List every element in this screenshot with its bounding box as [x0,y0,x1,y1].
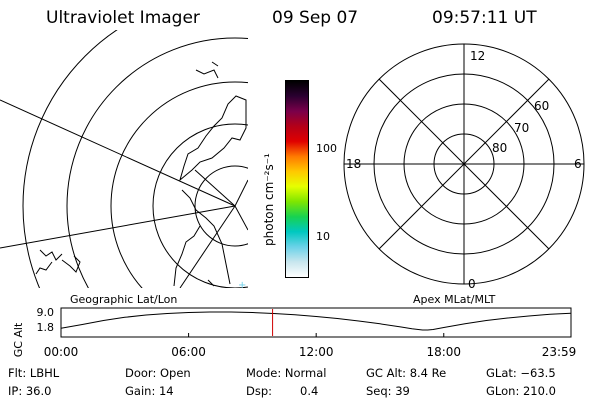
latitude-circle [22,30,118,288]
x-tick-label: 00:00 [44,345,79,359]
left-panel-caption: Geographic Lat/Lon [70,293,178,306]
mlt-label-6: 6 [574,157,582,171]
longitude-line [234,179,248,207]
longitude-line [0,99,236,207]
instrument-title: Ultraviolet Imager [46,8,200,28]
geographic-map: + [0,30,248,291]
mlt-label-18: 18 [346,157,361,171]
colorbar-unit-label: photon cm⁻²s⁻¹ [262,153,276,246]
x-tick-label: 06:00 [171,345,206,359]
colorbar-tick-100: 100 [316,142,337,155]
coastline-antarctica [173,61,247,287]
dsp-value: 0.4 [300,384,319,398]
orbit-altitude-line [60,311,572,331]
longitude-line [234,205,248,231]
coastline-new-zealand [35,249,81,275]
time-label: 09:57:11 UT [432,8,537,28]
latitude-circle [194,165,248,247]
mlt-label-0: 0 [468,277,476,290]
dsp-label: Dsp: [246,384,273,398]
y-axis-label: GC Alt [12,322,25,357]
longitude-line [194,169,236,207]
filter-info: Flt: LBHL [8,366,60,380]
colorbar [285,80,309,278]
longitude-line [179,205,236,288]
gain-info: Gain: 14 [125,384,174,398]
chart-frame [60,307,572,338]
mlt-meridian [378,78,550,250]
x-tick-label: 23:59 [542,345,577,359]
mlat-label-60: 60 [534,99,549,113]
orbit-altitude-chart: GC Alt 9.0 1.8 00:00 06:00 12:00 18:00 23:59 [12,306,577,359]
x-tick-label: 12:00 [299,345,334,359]
door-info: Door: Open [125,366,191,380]
polar-grid: 12 6 0 18 60 70 80 [343,43,585,290]
mlat-label-70: 70 [514,121,529,135]
map-marker-plus: + [238,280,246,291]
latitude-circle [66,37,248,288]
glat-info: GLat: −63.5 [486,366,556,380]
longitude-line [0,205,236,249]
mode-info: Mode: Normal [246,366,327,380]
gc-alt-info: GC Alt: 8.4 Re [366,366,447,380]
glon-info: GLon: 210.0 [486,384,556,398]
latitude-circle [110,81,248,288]
x-tick-label: 18:00 [426,345,461,359]
ip-info: IP: 36.0 [8,384,52,398]
seq-info: Seq: 39 [366,384,410,398]
mlat-label-80: 80 [492,141,507,155]
colorbar-tick-10: 10 [316,230,330,243]
y-tick-label: 9.0 [37,306,55,319]
mlt-label-12: 12 [470,49,485,63]
right-panel-caption: Apex MLat/MLT [413,293,496,306]
date-label: 09 Sep 07 [272,8,359,28]
y-tick-label: 1.8 [37,321,55,334]
latitude-circle [152,123,248,288]
